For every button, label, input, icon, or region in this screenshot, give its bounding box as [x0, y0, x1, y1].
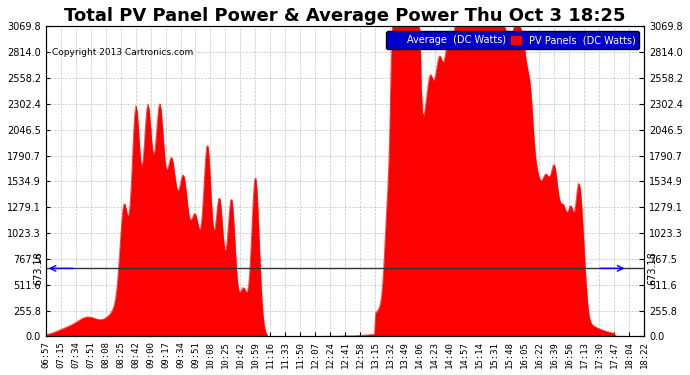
Text: 673.18: 673.18 — [648, 252, 658, 285]
Legend: Average  (DC Watts), PV Panels  (DC Watts): Average (DC Watts), PV Panels (DC Watts) — [386, 32, 639, 49]
Title: Total PV Panel Power & Average Power Thu Oct 3 18:25: Total PV Panel Power & Average Power Thu… — [64, 7, 626, 25]
Text: Copyright 2013 Cartronics.com: Copyright 2013 Cartronics.com — [52, 48, 193, 57]
Text: 673.18: 673.18 — [34, 252, 43, 285]
